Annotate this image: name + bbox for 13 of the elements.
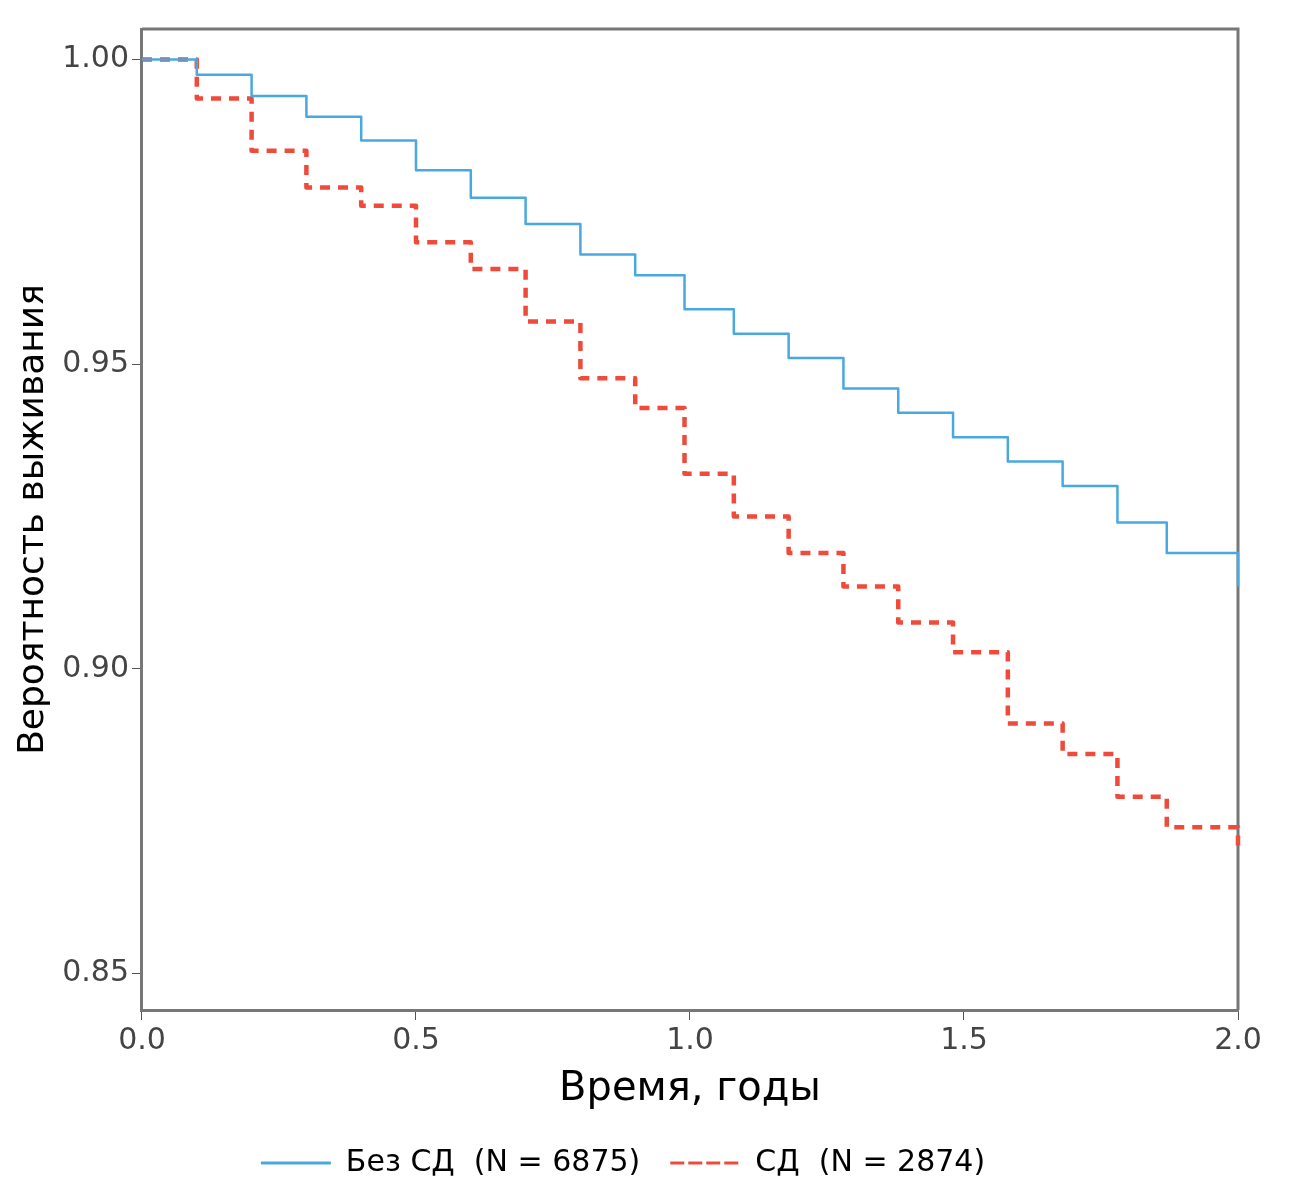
legend-label: СД (N = 2874) (755, 1142, 986, 1178)
x-axis-title: Время, годы (559, 1063, 821, 1110)
y-axis-title: Вероятность выживания (9, 284, 51, 755)
y-tick-label: 0.85 (62, 953, 129, 989)
x-tick-label: 0.5 (392, 1020, 440, 1056)
x-tick-label: 2.0 (1214, 1020, 1262, 1056)
y-tick-label: 0.90 (62, 648, 129, 684)
x-tick-label: 1.5 (940, 1020, 988, 1056)
x-tick-label: 1.0 (666, 1020, 714, 1056)
x-tick-label: 0.0 (118, 1020, 166, 1056)
y-tick-label: 0.95 (62, 343, 129, 379)
y-tick-label: 1.00 (62, 39, 129, 75)
legend-label: Без СД (N = 6875) (345, 1142, 641, 1178)
